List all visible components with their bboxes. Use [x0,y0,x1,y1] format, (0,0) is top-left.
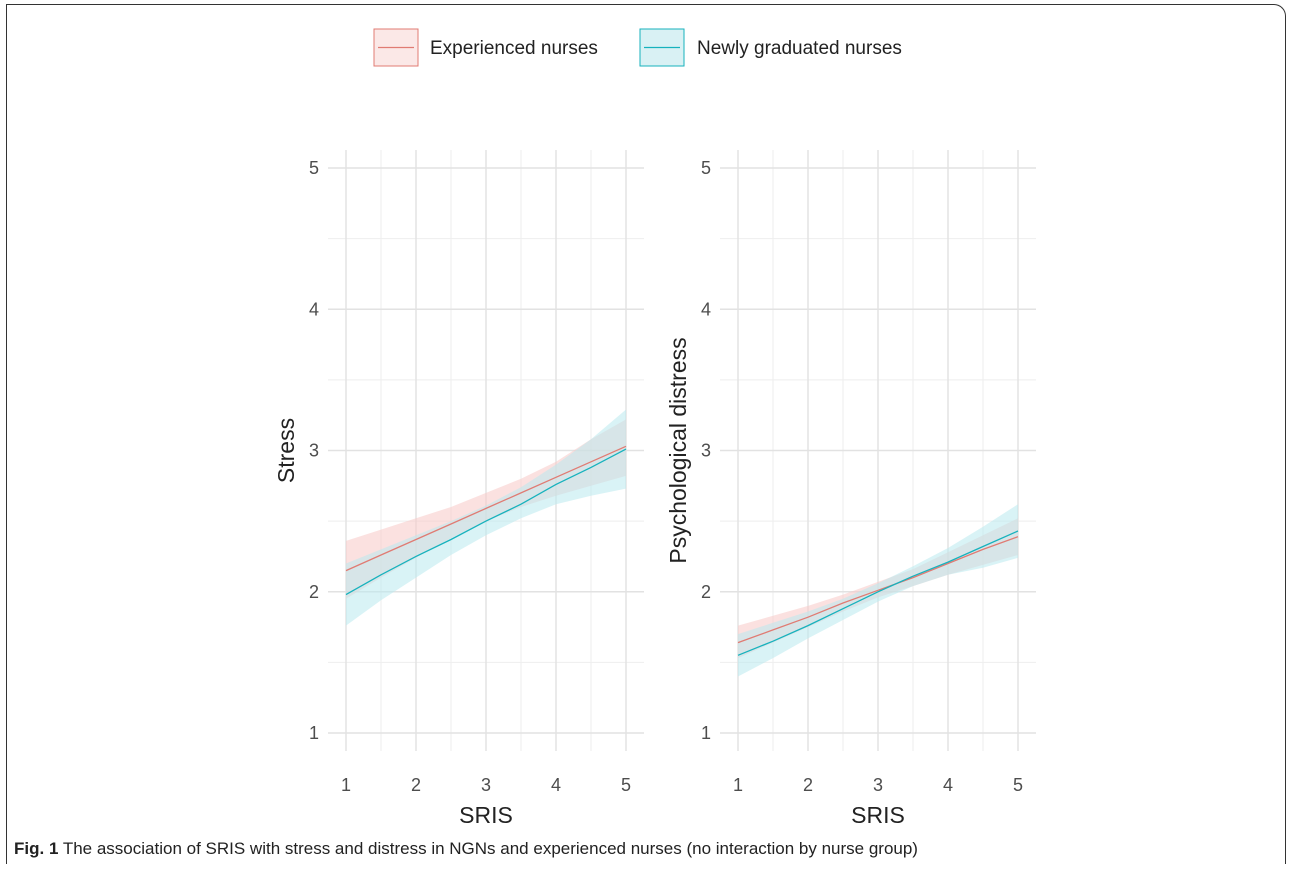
legend-label-experienced: Experienced nurses [430,38,598,59]
x-tick-label: 5 [1013,775,1023,795]
x-tick-label: 5 [621,775,631,795]
y-tick-label: 3 [701,441,711,461]
y-tick-label: 4 [309,299,319,319]
legend-label-newly-graduated: Newly graduated nurses [697,38,902,59]
x-tick-label: 2 [803,775,813,795]
x-tick-label: 4 [943,775,953,795]
y-tick-label: 2 [701,582,711,602]
y-tick-label: 5 [309,158,319,178]
y-tick-label: 4 [701,299,711,319]
x-tick-label: 3 [481,775,491,795]
x-tick-label: 1 [341,775,351,795]
psychological-distress-panel: 1 2 3 4 5 1 2 3 4 5 SRIS Psychological distress [665,150,1036,828]
series-line-experienced [345,445,627,572]
y-tick-label: 3 [309,441,319,461]
x-tick-label: 1 [733,775,743,795]
stress-panel: 1 2 3 4 5 1 2 3 4 5 SRIS Stress [273,150,644,828]
series-line-experienced [737,536,1019,644]
series-line-newly-graduated [737,530,1019,656]
y-tick-label: 1 [309,723,319,743]
y-axis-label: Psychological distress [665,337,691,563]
series-line-newly-graduated [345,448,627,596]
y-tick-label: 2 [309,582,319,602]
y-axis-label: Stress [273,418,299,483]
caption-text: The association of SRIS with stress and … [62,839,918,858]
x-tick-label: 4 [551,775,561,795]
legend: Experienced nurses Newly graduated nurse… [373,28,902,67]
x-tick-label: 2 [411,775,421,795]
y-tick-label: 5 [701,158,711,178]
x-tick-label: 3 [873,775,883,795]
ci-band-newly-graduated [346,409,626,626]
caption-label: Fig. 1 [14,839,59,858]
x-axis-label: SRIS [851,802,905,828]
x-axis-label: SRIS [459,802,513,828]
figure-frame [6,4,1286,864]
figure-caption: Fig. 1 The association of SRIS with stre… [14,839,918,859]
y-tick-label: 1 [701,723,711,743]
